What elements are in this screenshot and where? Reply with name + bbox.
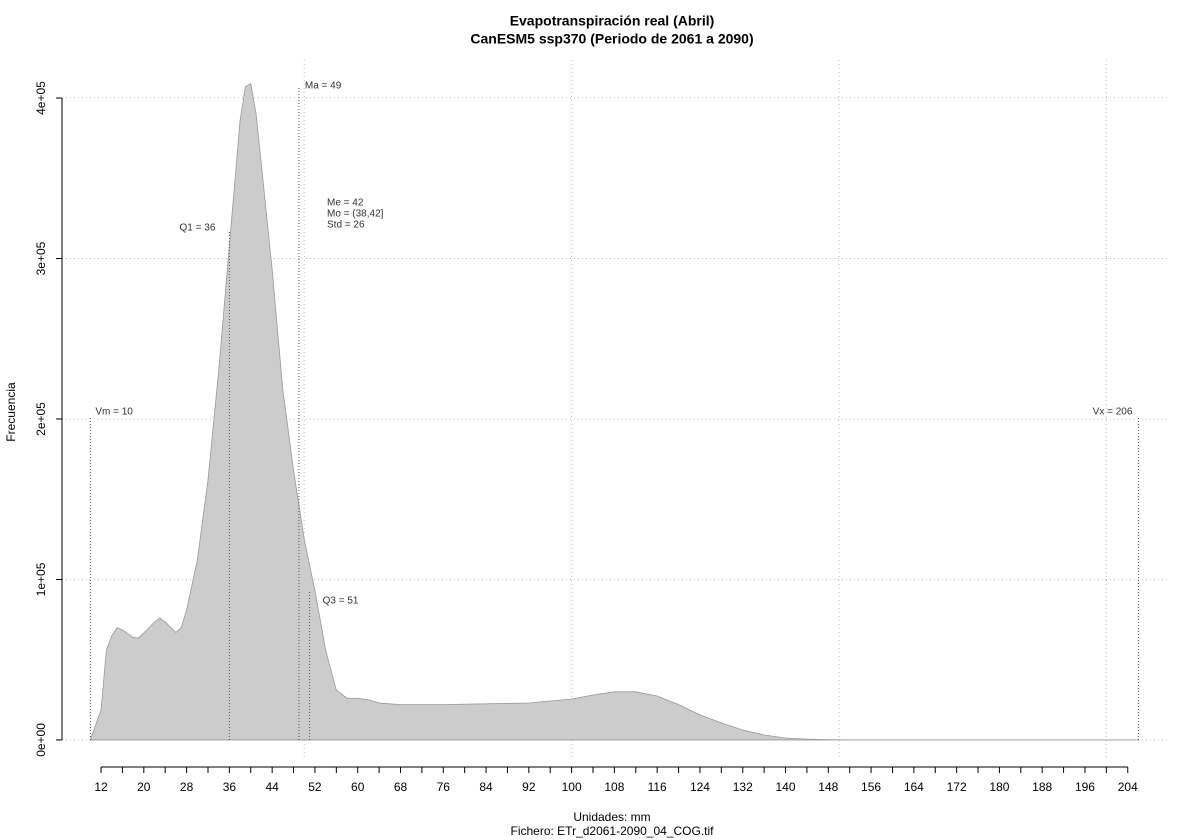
x-tick-label: 84 [479, 780, 493, 794]
y-tick-label: 0e+00 [34, 723, 48, 757]
x-tick-label: 132 [733, 780, 753, 794]
stat-label: Me = 42 [327, 198, 364, 209]
y-axis-label: Frecuencia [4, 382, 18, 442]
x-tick-label: 204 [1118, 780, 1138, 794]
x-tick-label: 12 [94, 780, 108, 794]
y-tick-label: 4e+05 [34, 81, 48, 115]
x-tick-label: 100 [562, 780, 582, 794]
x-tick-label: 180 [989, 780, 1009, 794]
y-tick-label: 3e+05 [34, 241, 48, 275]
x-tick-label: 36 [223, 780, 237, 794]
x-tick-label: 148 [818, 780, 838, 794]
stat-label: Std = 26 [327, 220, 365, 231]
annotation-label: Vx = 206 [1093, 407, 1133, 418]
density-area [89, 82, 1139, 741]
x-tick-label: 108 [604, 780, 624, 794]
x-tick-label: 124 [690, 780, 710, 794]
x-tick-label: 52 [308, 780, 322, 794]
x-tick-label: 20 [137, 780, 151, 794]
y-tick-label: 2e+05 [34, 402, 48, 436]
x-tick-label: 60 [351, 780, 365, 794]
x-tick-label: 44 [265, 780, 279, 794]
x-tick-label: 116 [648, 780, 667, 794]
x-tick-label: 172 [947, 780, 967, 794]
x-tick-label: 188 [1032, 780, 1052, 794]
annotation-label: Ma = 49 [305, 81, 342, 92]
y-tick-label: 1e+05 [34, 562, 48, 596]
x-tick-label: 164 [904, 780, 924, 794]
chart-subtitle: CanESM5 ssp370 (Periodo de 2061 a 2090) [470, 31, 753, 47]
annotation-label: Vm = 10 [95, 407, 133, 418]
x-tick-label: 68 [394, 780, 408, 794]
x-tick-label: 196 [1075, 780, 1095, 794]
x-tick-label: 28 [180, 780, 194, 794]
x-tick-label: 140 [775, 780, 795, 794]
chart-title: Evapotranspiración real (Abril) [510, 13, 715, 29]
annotation-label: Q3 = 51 [323, 596, 359, 607]
x-tick-label: 92 [522, 780, 536, 794]
x-axis-label: Unidades: mm [573, 810, 650, 824]
file-label: Fichero: ETr_d2061-2090_04_COG.tif [511, 824, 715, 838]
x-tick-label: 156 [861, 780, 881, 794]
x-tick-label: 76 [437, 780, 451, 794]
annotation-label: Q1 = 36 [180, 223, 216, 234]
stat-label: Mo = (38,42] [327, 209, 384, 220]
